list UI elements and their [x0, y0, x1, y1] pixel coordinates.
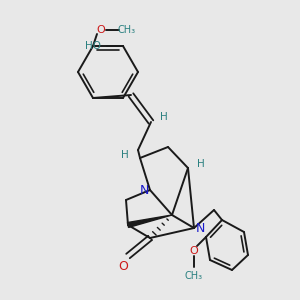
- Text: H: H: [197, 159, 205, 169]
- Text: CH₃: CH₃: [118, 25, 136, 35]
- Text: H: H: [160, 112, 168, 122]
- Text: H: H: [121, 150, 129, 160]
- Text: N: N: [195, 221, 205, 235]
- Text: CH₃: CH₃: [185, 271, 203, 281]
- Text: HO: HO: [85, 41, 101, 51]
- Text: O: O: [190, 246, 198, 256]
- Text: O: O: [97, 25, 105, 35]
- Text: N: N: [139, 184, 149, 196]
- Text: O: O: [118, 260, 128, 272]
- Polygon shape: [128, 215, 172, 227]
